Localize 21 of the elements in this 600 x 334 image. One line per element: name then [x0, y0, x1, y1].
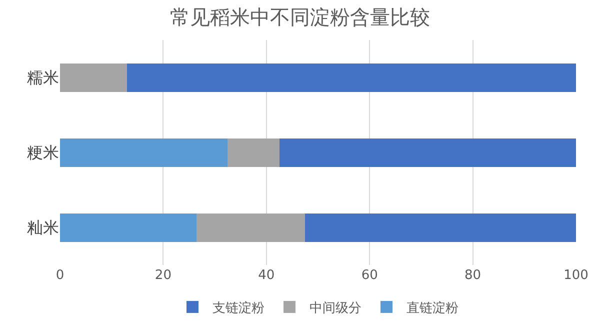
x-tick-label: 100 — [564, 268, 588, 283]
bar — [60, 213, 197, 242]
bar — [305, 213, 576, 242]
x-tick-label: 40 — [258, 268, 275, 283]
bar — [127, 63, 576, 92]
x-tick-label: 0 — [56, 268, 64, 283]
legend-label: 支链淀粉 — [212, 301, 264, 316]
chart-title: 常见稻米中不同淀粉含量比较 — [170, 5, 430, 30]
x-tick-label: 20 — [154, 268, 172, 283]
legend-label: 中间级分 — [310, 301, 362, 316]
y-tick-label: 粳米 — [27, 143, 59, 162]
bar — [196, 213, 306, 242]
bar — [60, 63, 128, 92]
bar — [279, 138, 576, 167]
y-tick-label: 糯米 — [27, 68, 59, 88]
x-tick-label: 60 — [361, 268, 378, 283]
x-tick-label: 80 — [464, 268, 482, 283]
bar — [228, 138, 280, 167]
bar — [60, 138, 228, 167]
legend-label: 直链淀粉 — [406, 301, 458, 316]
y-tick-label: 籼米 — [27, 218, 59, 238]
